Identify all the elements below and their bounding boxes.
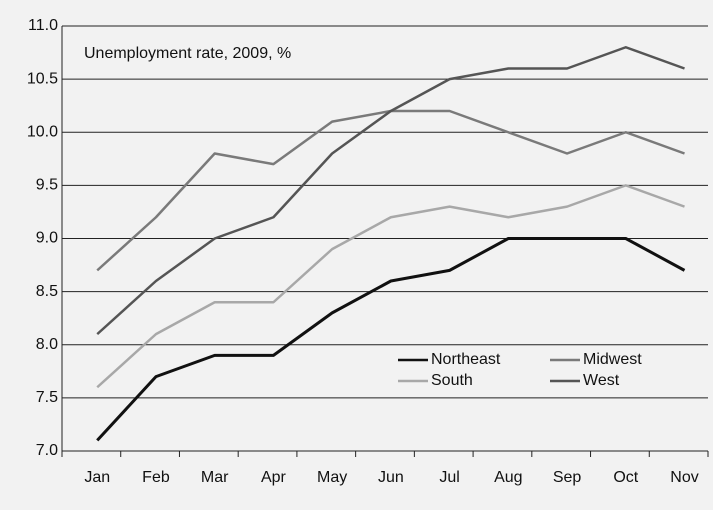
legend-label: Midwest xyxy=(583,351,642,368)
series-line xyxy=(96,46,685,336)
y-tick-label: 10.0 xyxy=(27,123,58,140)
y-tick-label: 8.5 xyxy=(36,283,58,300)
x-tick-label: Nov xyxy=(670,469,698,486)
series-line xyxy=(96,237,686,442)
series-line xyxy=(96,184,685,389)
x-tick-label: Sep xyxy=(553,469,582,486)
y-tick-label: 9.5 xyxy=(36,177,58,194)
x-tick-label: Jul xyxy=(439,469,459,486)
y-tick-label: 8.0 xyxy=(36,336,58,353)
y-tick-label: 11.0 xyxy=(28,17,58,34)
x-tick-label: Jun xyxy=(378,469,404,486)
x-tick-label: Oct xyxy=(613,469,638,486)
x-tick-label: Aug xyxy=(494,469,522,486)
x-tick-label: Feb xyxy=(142,469,170,486)
x-tick-label: Apr xyxy=(261,469,287,486)
legend-label: Northeast xyxy=(431,351,501,368)
y-tick-label: 7.5 xyxy=(36,389,58,406)
chart-title: Unemployment rate, 2009, % xyxy=(84,45,291,62)
legend-label: West xyxy=(583,372,620,389)
x-tick-label: May xyxy=(317,469,347,486)
x-tick-label: Jan xyxy=(84,469,110,486)
y-tick-label: 9.0 xyxy=(36,230,58,247)
y-tick-label: 7.0 xyxy=(36,442,58,459)
x-tick-label: Mar xyxy=(201,469,229,486)
y-tick-label: 10.5 xyxy=(27,70,58,87)
legend-label: South xyxy=(431,372,473,389)
